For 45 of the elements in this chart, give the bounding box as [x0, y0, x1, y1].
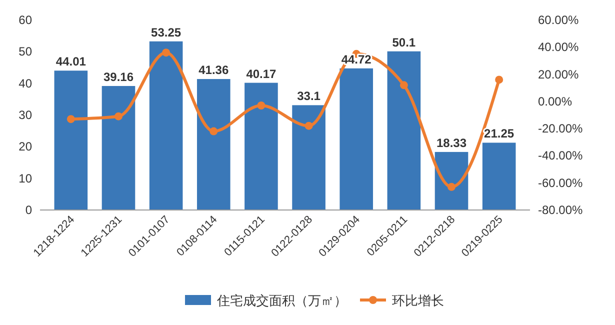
- point: [400, 81, 408, 90]
- y2-tick-label: 0.00%: [538, 94, 572, 108]
- data-label: 50.1: [392, 35, 416, 50]
- y-tick-label: 10: [18, 171, 32, 186]
- y2-tick-label: -20.00%: [538, 122, 584, 136]
- y2-tick-label: 20.00%: [538, 67, 580, 82]
- bar: [196, 79, 230, 210]
- data-label: 18.33: [436, 136, 467, 150]
- y2-tick-label: 40.00%: [538, 40, 580, 54]
- data-label: 21.25: [484, 126, 514, 141]
- y-tick-label: 20: [18, 140, 32, 154]
- y2-tick-label: -40.00%: [538, 148, 584, 163]
- data-label: 41.36: [198, 63, 229, 78]
- y2-tick-label: -60.00%: [538, 176, 584, 190]
- y-tick-label: 30: [18, 108, 32, 122]
- data-label: 40.17: [246, 66, 277, 81]
- bar: [387, 51, 421, 210]
- point: [162, 48, 170, 57]
- bar: [149, 41, 183, 210]
- data-label: 33.1: [297, 89, 321, 104]
- bar: [340, 68, 374, 210]
- point: [257, 102, 266, 110]
- y-tick-label: 60: [18, 13, 32, 27]
- point: [114, 112, 122, 120]
- data-label: 53.25: [151, 25, 182, 40]
- bar: [102, 86, 136, 210]
- y2-tick-label: 60.00%: [538, 13, 580, 27]
- point: [448, 182, 456, 191]
- bar: [54, 70, 88, 210]
- point: [304, 122, 313, 130]
- y-tick-label: 0: [25, 203, 32, 217]
- legend-label: 环比增长: [392, 293, 444, 308]
- bar: [292, 105, 326, 210]
- data-label: 44.01: [56, 54, 86, 69]
- bar: [244, 82, 278, 210]
- y-tick-label: 40: [18, 76, 32, 90]
- point: [66, 115, 75, 124]
- point: [210, 127, 218, 136]
- y2-tick-label: -80.00%: [538, 203, 584, 217]
- y-tick-label: 50: [18, 44, 32, 59]
- bar: [482, 142, 516, 210]
- legend-label: 住宅成交面积（万㎡）: [216, 293, 347, 308]
- data-label: 39.16: [103, 70, 134, 84]
- bar: [434, 152, 468, 210]
- point: [495, 76, 504, 84]
